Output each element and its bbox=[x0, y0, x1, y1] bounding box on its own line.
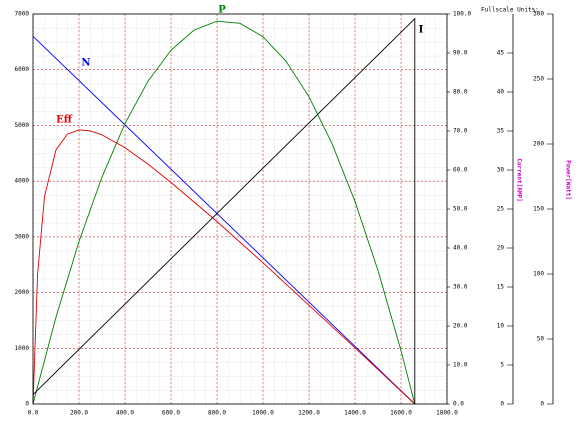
y3-tick-label: 45 bbox=[497, 50, 505, 57]
y-tick-label: 0 bbox=[25, 401, 29, 408]
series-line bbox=[32, 35, 416, 405]
y4-tick-label: 100 bbox=[533, 271, 544, 278]
y2-tick-label: 70.0 bbox=[453, 128, 468, 135]
x-tick-label: 1800.0 bbox=[436, 410, 458, 417]
grid bbox=[32, 13, 448, 405]
minor-grid bbox=[33, 14, 447, 404]
x-tick-label: 1000.0 bbox=[252, 410, 274, 417]
series-label: P bbox=[218, 5, 226, 16]
y3-tick-label: 35 bbox=[497, 128, 505, 135]
y2-tick-label: 80.0 bbox=[453, 89, 468, 96]
y3-tick-label: 25 bbox=[497, 206, 505, 213]
current-axis-label: Current[AMP] bbox=[516, 158, 523, 201]
plot bbox=[32, 17, 416, 405]
y3-tick-label: 40 bbox=[497, 89, 505, 96]
y2-tick-label: 100.0 bbox=[453, 11, 471, 18]
y-tick-label: 5000 bbox=[15, 122, 30, 129]
y4-tick-label: 250 bbox=[533, 76, 544, 83]
series-label: I bbox=[419, 25, 424, 36]
y3-tick-label: 20 bbox=[497, 245, 505, 252]
y3-tick-label: 5 bbox=[500, 362, 504, 369]
x-tick-label: 400.0 bbox=[116, 410, 134, 417]
y-tick-label: 2000 bbox=[15, 289, 30, 296]
series-label: Eff bbox=[56, 115, 73, 126]
y-tick-label: 3000 bbox=[15, 233, 30, 240]
y2-tick-label: 0.0 bbox=[453, 401, 464, 408]
y-tick-label: 7000 bbox=[15, 11, 30, 18]
y2-tick-label: 40.0 bbox=[453, 245, 468, 252]
y4-tick-label: 200 bbox=[533, 141, 544, 148]
x-tick-label: 200.0 bbox=[70, 410, 88, 417]
y2-tick-label: 50.0 bbox=[453, 206, 468, 213]
y4-tick-label: 50 bbox=[537, 336, 545, 343]
y3-tick-label: 30 bbox=[497, 167, 505, 174]
y3-tick-label: 10 bbox=[497, 323, 505, 330]
fullscale-label: Fullscale Units: bbox=[481, 7, 539, 14]
series-line bbox=[32, 17, 416, 404]
y4-tick-label: 150 bbox=[533, 206, 544, 213]
x-tick-label: 0.0 bbox=[28, 410, 39, 417]
series-line bbox=[32, 20, 416, 405]
x-tick-label: 800.0 bbox=[208, 410, 226, 417]
y3-tick-label: 0 bbox=[500, 401, 504, 408]
power-axis-label: Power[Watt] bbox=[565, 160, 572, 200]
y2-tick-label: 90.0 bbox=[453, 50, 468, 57]
y2-tick-label: 60.0 bbox=[453, 167, 468, 174]
x-tick-label: 1400.0 bbox=[344, 410, 366, 417]
series-label: N bbox=[81, 58, 90, 69]
y4-tick-label: 300 bbox=[533, 11, 544, 18]
x-tick-label: 1600.0 bbox=[390, 410, 412, 417]
series-line bbox=[32, 129, 416, 405]
y4-tick-label: 0 bbox=[540, 401, 544, 408]
y2-tick-label: 10.0 bbox=[453, 362, 468, 369]
y-tick-label: 4000 bbox=[15, 178, 30, 185]
y-tick-label: 6000 bbox=[15, 66, 30, 73]
x-tick-label: 1200.0 bbox=[298, 410, 320, 417]
y2-tick-label: 20.0 bbox=[453, 323, 468, 330]
y2-tick-label: 30.0 bbox=[453, 284, 468, 291]
x-tick-label: 600.0 bbox=[162, 410, 180, 417]
y-tick-label: 1000 bbox=[15, 345, 30, 352]
y3-tick-label: 15 bbox=[497, 284, 505, 291]
